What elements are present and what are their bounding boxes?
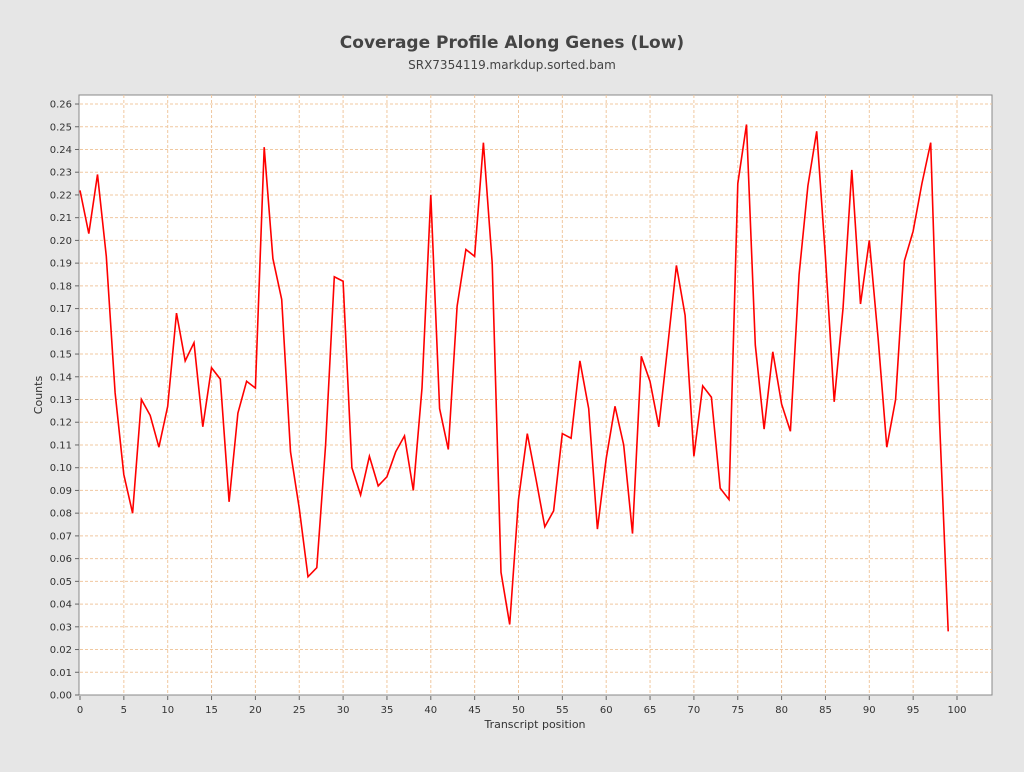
chart-subtitle: SRX7354119.markdup.sorted.bam bbox=[408, 58, 616, 72]
x-tick-label: 20 bbox=[249, 705, 262, 716]
y-tick-label: 0.02 bbox=[50, 645, 72, 656]
x-tick-label: 5 bbox=[121, 705, 127, 716]
x-tick-label: 15 bbox=[205, 705, 218, 716]
coverage-series-line bbox=[79, 124, 949, 632]
y-tick-label: 0.06 bbox=[50, 554, 72, 565]
x-tick-label: 0 bbox=[77, 705, 83, 716]
plot-area bbox=[78, 94, 993, 696]
y-tick-label: 0.19 bbox=[50, 259, 72, 270]
y-tick-label: 0.01 bbox=[50, 668, 72, 679]
y-tick-label: 0.07 bbox=[50, 531, 72, 542]
y-tick-label: 0.04 bbox=[50, 600, 72, 611]
y-tick-label: 0.03 bbox=[50, 622, 72, 633]
y-tick-label: 0.18 bbox=[50, 281, 72, 292]
x-tick-label: 55 bbox=[556, 705, 569, 716]
y-tick-label: 0.16 bbox=[50, 327, 72, 338]
x-tick-label: 75 bbox=[731, 705, 744, 716]
y-tick-label: 0.08 bbox=[50, 509, 72, 520]
y-tick-label: 0.21 bbox=[50, 213, 72, 224]
y-tick-label: 0.20 bbox=[50, 236, 72, 247]
x-tick-label: 100 bbox=[947, 705, 966, 716]
x-axis-label: Transcript position bbox=[483, 718, 585, 731]
x-tick-label: 70 bbox=[688, 705, 701, 716]
x-tick-label: 50 bbox=[512, 705, 525, 716]
y-tick-label: 0.23 bbox=[50, 168, 72, 179]
x-tick-label: 80 bbox=[775, 705, 788, 716]
x-tick-label: 30 bbox=[337, 705, 350, 716]
y-tick-label: 0.22 bbox=[50, 190, 72, 201]
y-tick-label: 0.09 bbox=[50, 486, 72, 497]
x-tick-label: 35 bbox=[381, 705, 394, 716]
x-tick-label: 60 bbox=[600, 705, 613, 716]
x-tick-label: 10 bbox=[161, 705, 174, 716]
x-tick-label: 90 bbox=[863, 705, 876, 716]
y-tick-label: 0.10 bbox=[50, 463, 72, 474]
x-tick-label: 85 bbox=[819, 705, 832, 716]
y-axis-label: Counts bbox=[32, 376, 45, 415]
x-tick-label: 65 bbox=[644, 705, 657, 716]
y-axis: 0.00 0.01 0.02 0.03 0.04 0.05 0.06 0.07 0.08 0.09… bbox=[50, 100, 79, 702]
x-tick-label: 25 bbox=[293, 705, 306, 716]
y-tick-label: 0.15 bbox=[50, 350, 72, 361]
x-tick-label: 95 bbox=[907, 705, 920, 716]
y-tick-label: 0.05 bbox=[50, 577, 72, 588]
grid-lines bbox=[80, 95, 992, 695]
y-tick-label: 0.13 bbox=[50, 395, 72, 406]
y-tick-label: 0.00 bbox=[50, 691, 72, 702]
x-tick-label: 45 bbox=[468, 705, 481, 716]
y-tick-label: 0.11 bbox=[50, 440, 72, 451]
y-tick-label: 0.24 bbox=[50, 145, 72, 156]
y-tick-label: 0.17 bbox=[50, 304, 72, 315]
chart-title: Coverage Profile Along Genes (Low) bbox=[340, 33, 684, 53]
y-tick-label: 0.12 bbox=[50, 418, 72, 429]
x-tick-label: 40 bbox=[424, 705, 437, 716]
y-tick-label: 0.26 bbox=[50, 100, 72, 111]
y-tick-label: 0.14 bbox=[50, 372, 72, 383]
x-axis: 0 5 10 15 20 25 30 35 40 45 50 55 60 65 70 75 80 85 90 95 10… bbox=[77, 696, 967, 716]
y-tick-label: 0.25 bbox=[50, 122, 72, 133]
